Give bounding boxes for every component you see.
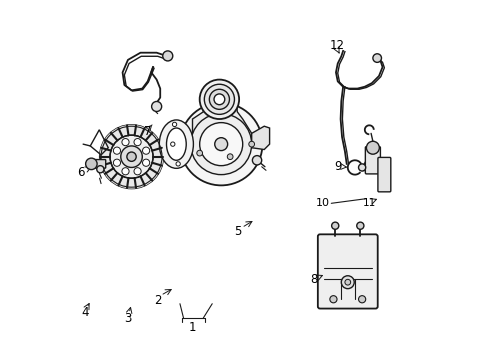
Circle shape xyxy=(142,147,149,154)
Ellipse shape xyxy=(166,128,186,160)
Circle shape xyxy=(227,154,233,159)
Text: 3: 3 xyxy=(124,311,131,325)
Text: 6: 6 xyxy=(78,166,85,179)
Circle shape xyxy=(97,166,104,173)
Circle shape xyxy=(134,139,141,146)
Circle shape xyxy=(199,80,239,119)
Circle shape xyxy=(122,139,129,146)
Circle shape xyxy=(366,141,379,154)
Circle shape xyxy=(190,114,251,175)
Circle shape xyxy=(248,141,254,147)
Polygon shape xyxy=(251,126,269,149)
Circle shape xyxy=(358,164,365,171)
Circle shape xyxy=(252,156,261,165)
FancyBboxPatch shape xyxy=(365,147,380,174)
Circle shape xyxy=(110,135,153,178)
Text: 7: 7 xyxy=(143,125,151,138)
Polygon shape xyxy=(192,96,251,157)
Text: 8: 8 xyxy=(310,273,318,286)
Circle shape xyxy=(329,296,336,303)
Text: 1: 1 xyxy=(188,320,196,333)
Circle shape xyxy=(172,122,176,127)
FancyBboxPatch shape xyxy=(90,159,105,168)
Text: 9: 9 xyxy=(333,160,341,173)
Text: 10: 10 xyxy=(315,198,329,208)
Circle shape xyxy=(196,150,202,156)
Circle shape xyxy=(151,102,162,112)
Circle shape xyxy=(341,276,353,289)
Circle shape xyxy=(372,54,381,62)
Circle shape xyxy=(358,296,365,303)
Circle shape xyxy=(99,125,163,189)
Circle shape xyxy=(214,94,224,105)
Circle shape xyxy=(122,168,129,175)
Circle shape xyxy=(85,158,97,170)
Circle shape xyxy=(209,89,229,109)
Circle shape xyxy=(163,51,172,61)
Circle shape xyxy=(199,123,242,166)
Text: 5: 5 xyxy=(233,225,241,238)
Circle shape xyxy=(204,84,234,114)
Ellipse shape xyxy=(159,120,193,168)
Circle shape xyxy=(170,142,175,146)
Text: 11: 11 xyxy=(362,198,375,208)
FancyBboxPatch shape xyxy=(317,234,377,309)
Circle shape xyxy=(180,103,262,185)
Circle shape xyxy=(113,159,121,166)
Circle shape xyxy=(176,162,180,166)
Circle shape xyxy=(142,159,149,166)
Circle shape xyxy=(344,279,350,285)
FancyBboxPatch shape xyxy=(377,157,390,192)
Circle shape xyxy=(113,147,121,154)
Circle shape xyxy=(134,168,141,175)
Text: 12: 12 xyxy=(329,39,344,52)
Circle shape xyxy=(121,146,142,167)
Circle shape xyxy=(331,222,338,229)
Circle shape xyxy=(126,152,136,161)
Text: 4: 4 xyxy=(81,306,88,319)
Circle shape xyxy=(214,138,227,150)
Text: 2: 2 xyxy=(154,294,161,307)
Circle shape xyxy=(356,222,363,229)
